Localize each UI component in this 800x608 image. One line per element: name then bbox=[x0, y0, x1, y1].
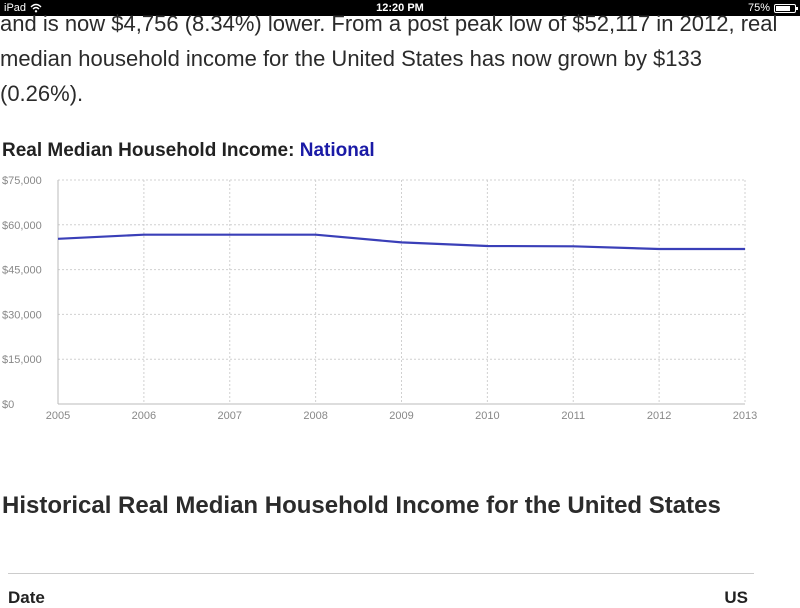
chart-heading-prefix: Real Median Household Income: bbox=[2, 140, 300, 161]
x-tick-label: 2013 bbox=[733, 410, 757, 422]
y-tick-label: $0 bbox=[2, 399, 14, 411]
table-divider bbox=[8, 573, 754, 574]
x-tick-label: 2011 bbox=[561, 410, 585, 422]
chart-heading: Real Median Household Income: National bbox=[2, 140, 375, 162]
y-tick-label: $45,000 bbox=[2, 265, 42, 277]
x-tick-label: 2009 bbox=[389, 410, 413, 422]
y-tick-label: $30,000 bbox=[2, 309, 42, 321]
table-header-date: Date bbox=[8, 588, 45, 608]
x-tick-label: 2012 bbox=[647, 410, 671, 422]
y-tick-label: $60,000 bbox=[2, 220, 42, 232]
table-header-us: US bbox=[724, 588, 748, 608]
x-tick-label: 2007 bbox=[218, 410, 242, 422]
x-tick-label: 2010 bbox=[475, 410, 499, 422]
chart-heading-region[interactable]: National bbox=[300, 140, 375, 161]
x-tick-label: 2008 bbox=[303, 410, 327, 422]
x-tick-label: 2005 bbox=[46, 410, 70, 422]
y-tick-label: $15,000 bbox=[2, 354, 42, 366]
y-tick-label: $75,000 bbox=[2, 175, 42, 187]
section-title: Historical Real Median Household Income … bbox=[2, 487, 762, 525]
x-tick-label: 2006 bbox=[132, 410, 156, 422]
intro-paragraph: and is now $4,756 (8.34%) lower. From a … bbox=[0, 6, 790, 111]
income-line-chart: $0 $15,000 $30,000 $45,000 $60,000 $75,000 200… bbox=[0, 170, 800, 430]
